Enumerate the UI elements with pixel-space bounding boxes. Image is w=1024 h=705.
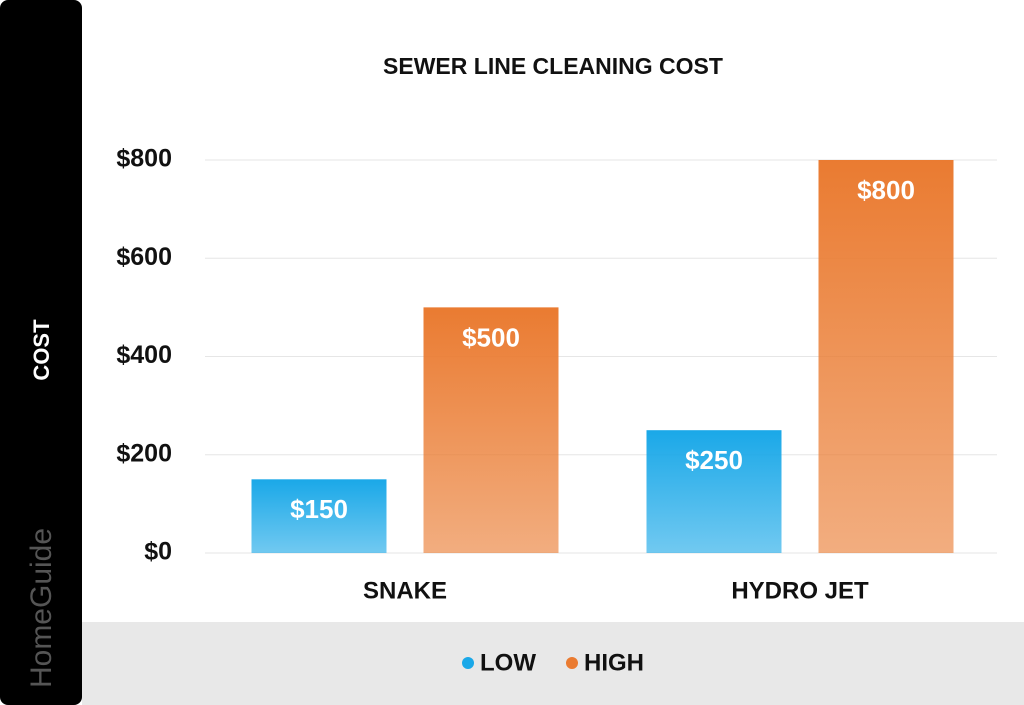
value-label: $150 bbox=[290, 494, 348, 524]
bar bbox=[423, 307, 559, 553]
legend-marker bbox=[565, 657, 578, 669]
value-label: $800 bbox=[857, 175, 915, 205]
sidebar bbox=[0, 0, 82, 705]
x-tick-label: HYDRO JET bbox=[731, 577, 869, 604]
chart-title: SEWER LINE CLEANING COST bbox=[383, 53, 723, 79]
bar bbox=[646, 430, 782, 553]
y-tick-label: $400 bbox=[116, 341, 172, 369]
y-tick-label: $200 bbox=[116, 439, 172, 467]
y-tick-label: $600 bbox=[116, 243, 172, 271]
bar bbox=[251, 479, 387, 553]
legend-label: HIGH bbox=[584, 649, 644, 676]
legend-band bbox=[82, 622, 1024, 705]
value-label: $250 bbox=[685, 445, 743, 475]
y-axis-label: COST bbox=[29, 319, 54, 381]
y-tick-label: $800 bbox=[116, 145, 172, 173]
legend-marker bbox=[462, 657, 475, 669]
y-tick-label: $0 bbox=[144, 538, 172, 566]
value-label: $500 bbox=[462, 322, 520, 352]
bar bbox=[818, 160, 954, 553]
legend-label: LOW bbox=[480, 649, 536, 676]
brand: HomeGuide bbox=[25, 528, 58, 688]
x-tick-label: SNAKE bbox=[363, 577, 447, 604]
